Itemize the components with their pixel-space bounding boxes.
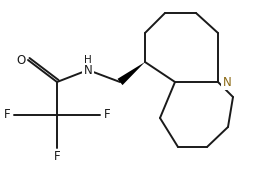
- Polygon shape: [117, 62, 145, 85]
- Text: H: H: [84, 55, 92, 65]
- Text: N: N: [84, 64, 92, 77]
- Text: F: F: [104, 109, 110, 122]
- Text: N: N: [223, 76, 231, 89]
- Text: O: O: [16, 54, 26, 67]
- Text: F: F: [4, 109, 10, 122]
- Text: F: F: [54, 150, 60, 163]
